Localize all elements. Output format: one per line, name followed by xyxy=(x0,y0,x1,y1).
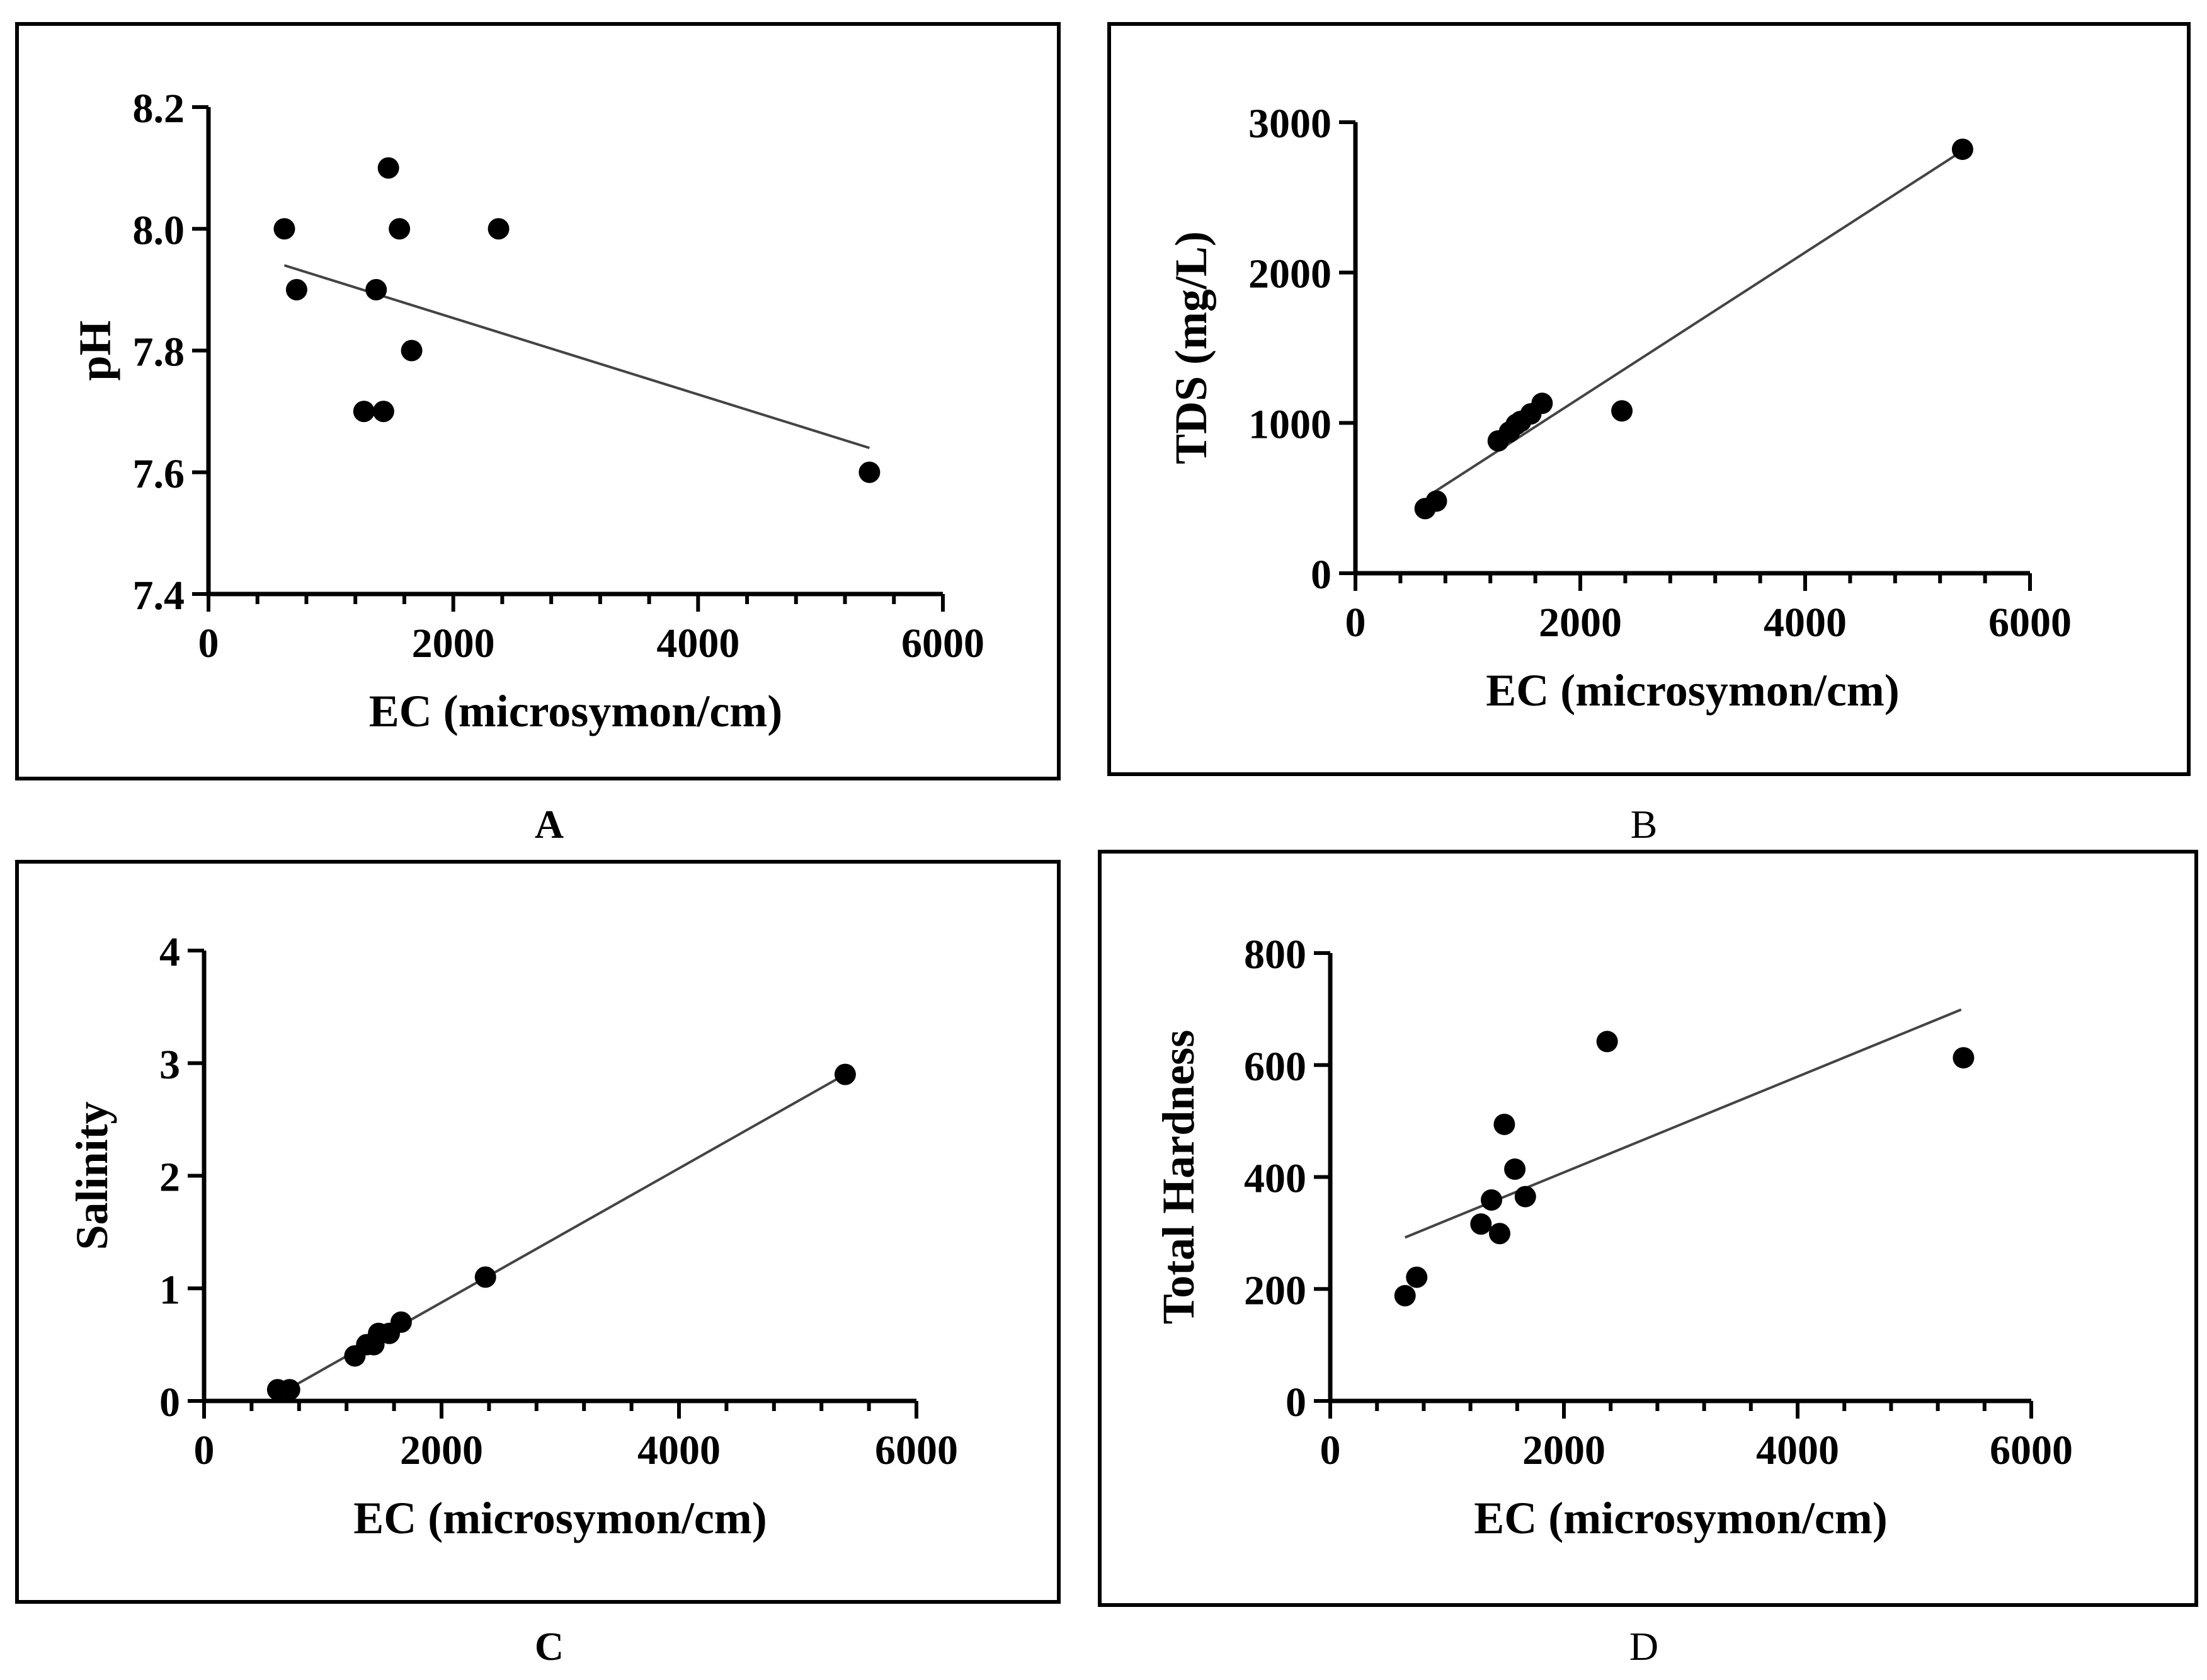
y-tick-label: 3 xyxy=(159,1042,180,1088)
y-tick-label: 8.0 xyxy=(133,207,185,253)
panel-b: 0 2000 4000 6000 0 1000 2000 3000 EC (microsymon… xyxy=(1107,22,2191,776)
x-tick-label: 4000 xyxy=(637,1427,721,1473)
x-tick-label: 0 xyxy=(198,620,219,666)
y-tick-label: 800 xyxy=(1244,932,1306,978)
x-tick-label: 4000 xyxy=(1764,600,1847,646)
data-point xyxy=(858,461,881,483)
panel-frame xyxy=(15,860,1061,1604)
y-tick-label: 7.8 xyxy=(133,329,185,375)
data-point xyxy=(1488,1223,1510,1245)
data-point xyxy=(474,1266,496,1288)
data-point xyxy=(1425,490,1447,512)
panel-label: B xyxy=(1631,802,1658,847)
y-tick-label: 2000 xyxy=(1248,251,1332,297)
x-tick-label: 2000 xyxy=(1522,1427,1605,1473)
x-axis-title: EC (microsymon/cm) xyxy=(353,1493,767,1543)
panel-frame xyxy=(1107,22,2191,776)
x-tick-label: 6000 xyxy=(875,1427,958,1473)
data-point xyxy=(353,401,375,423)
y-tick-label: 7.4 xyxy=(133,573,185,619)
data-point xyxy=(285,278,307,300)
data-point xyxy=(488,218,510,240)
x-tick-label: 2000 xyxy=(1539,600,1622,646)
x-tick-label: 2000 xyxy=(400,1427,483,1473)
panel-d: 0 2000 4000 6000 0 200 400 600 800 EC (microsymon… xyxy=(1098,850,2198,1607)
y-tick-label: 1000 xyxy=(1248,401,1332,447)
trendline xyxy=(1433,149,1963,493)
x-tick-label: 0 xyxy=(194,1427,215,1473)
y-tick-label: 400 xyxy=(1244,1156,1306,1202)
x-axis-title: EC (microsymon/cm) xyxy=(369,686,783,736)
data-point xyxy=(389,218,411,240)
y-tick-label: 200 xyxy=(1244,1267,1306,1313)
x-axis-title: EC (microsymon/cm) xyxy=(1486,665,1900,716)
data-point xyxy=(1493,1113,1515,1135)
x-tick-label: 6000 xyxy=(1990,1427,2073,1473)
data-point xyxy=(1514,1186,1536,1208)
data-point xyxy=(1470,1213,1492,1235)
panel-frame xyxy=(1098,850,2198,1607)
y-tick-label: 600 xyxy=(1244,1044,1306,1090)
data-point xyxy=(1611,400,1633,422)
y-tick-label: 8.2 xyxy=(133,86,185,132)
panel-frame xyxy=(15,22,1061,780)
y-tick-label: 3000 xyxy=(1248,101,1332,147)
panel-label: A xyxy=(535,802,564,847)
panel-label: C xyxy=(535,1624,564,1669)
y-axis-title: pH xyxy=(70,320,120,380)
x-axis-title: EC (microsymon/cm) xyxy=(1474,1493,1888,1543)
x-tick-label: 2000 xyxy=(412,620,495,666)
data-point xyxy=(1596,1031,1618,1053)
y-axis-title: Total Hardness xyxy=(1153,1030,1204,1324)
data-point xyxy=(365,278,387,300)
data-point xyxy=(1406,1266,1428,1288)
x-tick-label: 6000 xyxy=(1988,600,2072,646)
data-point xyxy=(1951,138,1973,160)
y-tick-label: 2 xyxy=(159,1155,180,1201)
data-point xyxy=(1504,1158,1526,1180)
y-axis-title: Salinity xyxy=(67,1101,117,1250)
y-tick-label: 7.6 xyxy=(133,451,185,497)
data-point xyxy=(401,340,423,362)
data-point xyxy=(372,401,394,423)
data-point xyxy=(278,1379,300,1401)
y-tick-label: 4 xyxy=(159,929,180,975)
panel-a: 0 2000 4000 6000 7.4 7.6 7.8 8.0 8.2 EC (microsym… xyxy=(15,22,1061,780)
x-tick-label: 0 xyxy=(1320,1427,1341,1473)
x-tick-label: 4000 xyxy=(656,620,739,666)
panel-label: D xyxy=(1629,1624,1658,1669)
data-point xyxy=(377,157,399,179)
x-tick-label: 6000 xyxy=(901,620,984,666)
data-point xyxy=(1531,392,1553,414)
y-axis-title: TDS (mg/L) xyxy=(1166,231,1216,464)
panel-c: 0 2000 4000 6000 0 1 2 3 4 EC (microsymon/cm) Sali… xyxy=(15,860,1061,1604)
x-tick-label: 0 xyxy=(1345,600,1366,646)
data-point xyxy=(834,1063,856,1085)
x-tick-label: 4000 xyxy=(1756,1427,1839,1473)
data-point xyxy=(1394,1284,1416,1306)
y-tick-label: 0 xyxy=(1311,552,1332,598)
y-tick-label: 0 xyxy=(1286,1380,1306,1426)
data-point xyxy=(1480,1189,1502,1211)
data-point xyxy=(1953,1047,1975,1069)
data-point xyxy=(390,1311,412,1333)
y-tick-label: 0 xyxy=(159,1380,180,1426)
data-point xyxy=(273,218,295,240)
y-tick-label: 1 xyxy=(159,1267,180,1313)
